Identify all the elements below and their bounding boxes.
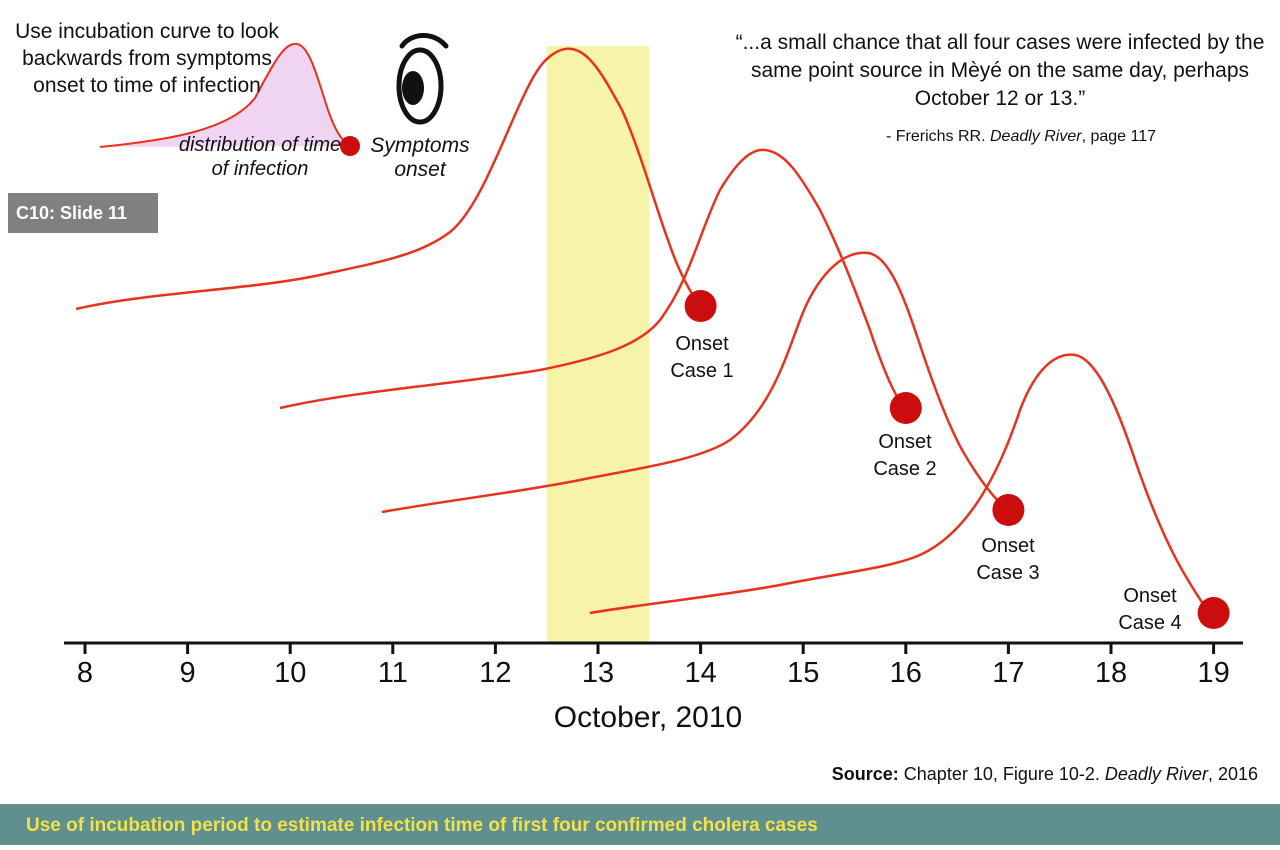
onset-label-line1: Onset bbox=[878, 431, 932, 453]
source-text: Chapter 10, Figure 10-2. bbox=[898, 764, 1105, 784]
x-axis-tick-label: 14 bbox=[684, 657, 716, 689]
symptoms-onset-label: Symptoms onset bbox=[370, 134, 470, 181]
quote-text: “...a small chance that all four cases w… bbox=[735, 31, 1265, 110]
onset-label-line1: Onset bbox=[981, 535, 1035, 557]
eye-icon bbox=[396, 33, 449, 125]
onset-dot-case-1 bbox=[684, 290, 717, 322]
source-bold: Source: bbox=[831, 764, 899, 784]
x-axis-tick-label: 8 bbox=[77, 657, 93, 689]
source-year: , 2016 bbox=[1207, 764, 1258, 784]
onset-label-line1: Onset bbox=[1123, 585, 1177, 607]
onset-label-line2: Case 2 bbox=[873, 458, 937, 480]
onset-label-case-3: Onset Case 3 bbox=[948, 533, 1068, 587]
onset-dot-case-4 bbox=[1197, 597, 1230, 629]
x-axis-tick-label: 16 bbox=[890, 657, 922, 689]
x-axis-tick-label: 13 bbox=[582, 657, 614, 689]
onset-dot-case-2 bbox=[889, 392, 922, 424]
x-axis-tick-label: 18 bbox=[1095, 657, 1127, 689]
onset-dots bbox=[684, 290, 1230, 629]
x-axis-tick-label: 15 bbox=[787, 657, 819, 689]
citation-suffix: , page 117 bbox=[1081, 128, 1157, 145]
footer-caption: Use of incubation period to estimate inf… bbox=[26, 815, 818, 836]
legend-distribution-curve bbox=[99, 42, 351, 148]
citation-book: Deadly River bbox=[990, 128, 1082, 145]
onset-label-case-2: Onset Case 2 bbox=[845, 429, 965, 483]
onset-label-line1: Onset bbox=[675, 333, 729, 355]
x-axis-tick-label: 12 bbox=[479, 657, 511, 689]
legend-distribution-fill bbox=[100, 43, 350, 147]
quote-citation: - Frerichs RR. Deadly River, page 117 bbox=[886, 128, 1156, 146]
onset-label-line2: Case 4 bbox=[1118, 612, 1182, 634]
infection-window-band bbox=[546, 46, 650, 642]
source-book: Deadly River bbox=[1104, 764, 1208, 784]
onset-dot-case-3 bbox=[992, 494, 1025, 526]
onset-label-line2: Case 3 bbox=[976, 562, 1040, 584]
x-axis-tick-label: 19 bbox=[1197, 657, 1229, 689]
onset-label-case-4: Onset Case 4 bbox=[1090, 583, 1210, 637]
source-note: Source: Chapter 10, Figure 10-2. Deadly … bbox=[832, 764, 1258, 785]
citation-prefix: - Frerichs RR. bbox=[886, 128, 990, 145]
onset-label-line2: Case 1 bbox=[670, 360, 734, 382]
legend-onset-dot bbox=[340, 136, 360, 156]
x-axis-tick-label: 9 bbox=[180, 657, 196, 689]
slide-tag: C10: Slide 11 bbox=[8, 193, 158, 233]
x-axis-ticks: 8 9 10 11 12 13 14 15 16 17 18 19 bbox=[77, 643, 1230, 689]
x-axis-title: October, 2010 bbox=[553, 701, 743, 734]
onset-label-case-1: Onset Case 1 bbox=[642, 331, 762, 385]
distribution-label: distribution of time of infection bbox=[178, 134, 342, 180]
x-axis-tick-label: 11 bbox=[378, 657, 408, 689]
incubation-note: Use incubation curve to look backwards f… bbox=[15, 20, 279, 97]
incubation-curve-case-4 bbox=[589, 353, 1211, 615]
incubation-curve-case-3 bbox=[381, 251, 1009, 514]
footer-bar: Use of incubation period to estimate inf… bbox=[0, 804, 1280, 845]
x-axis-tick-label: 17 bbox=[992, 657, 1024, 689]
incubation-curve-case-1 bbox=[75, 47, 702, 311]
incubation-curve-case-2 bbox=[279, 148, 906, 410]
x-axis-tick-label: 10 bbox=[274, 657, 306, 689]
